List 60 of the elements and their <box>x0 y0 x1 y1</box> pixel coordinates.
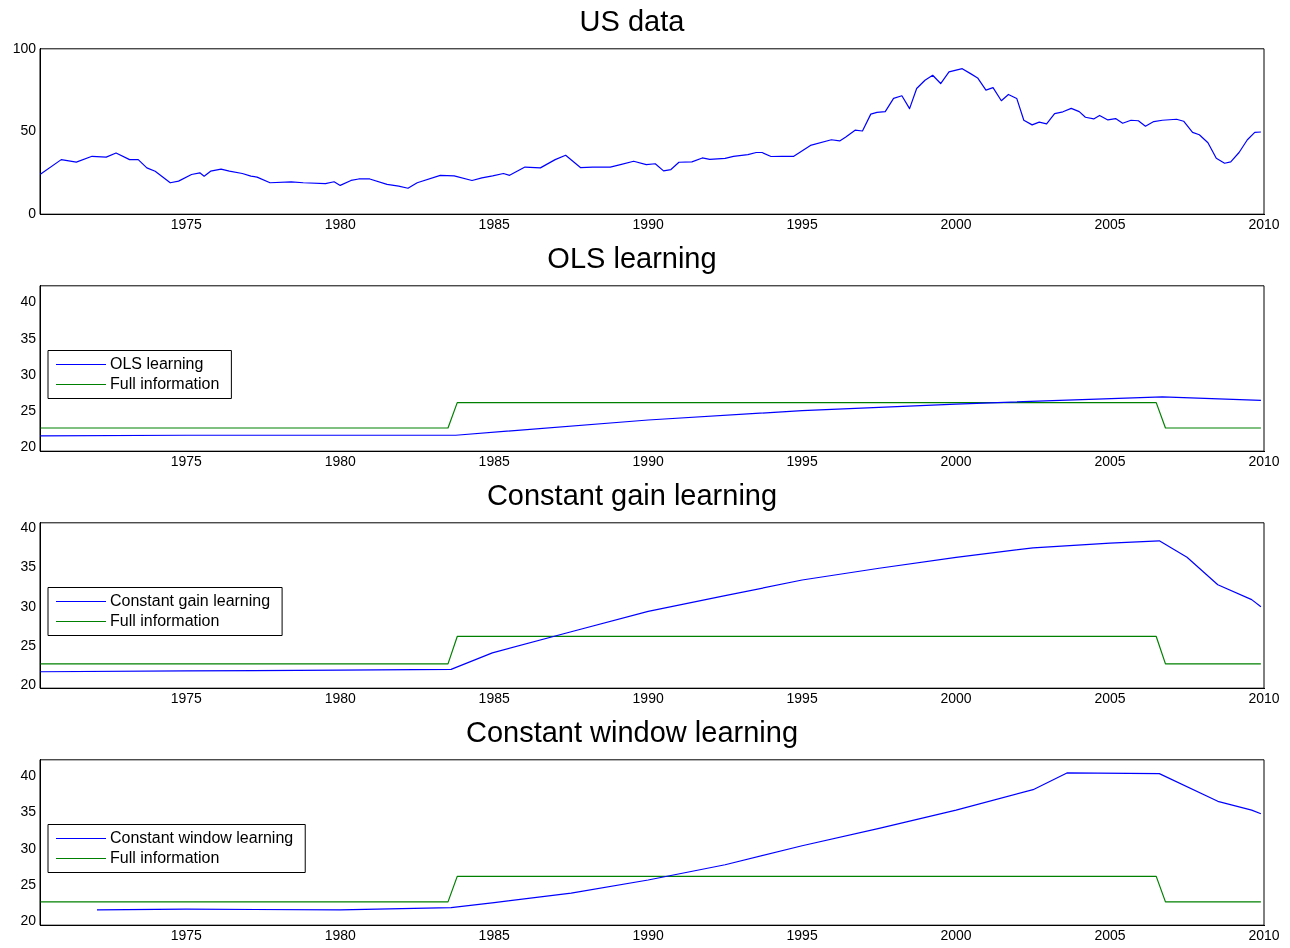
y-tick-label: 35 <box>20 558 37 575</box>
x-tick-label: 1995 <box>786 453 818 470</box>
y-tick-label: 0 <box>28 205 37 222</box>
x-tick-label: 1980 <box>324 453 357 470</box>
chart-title: Constant gain learning <box>486 479 778 512</box>
legend-label: Full information <box>110 374 220 392</box>
y-tick-label: 30 <box>20 839 37 856</box>
x-tick-label: 2005 <box>1094 927 1126 944</box>
x-tick-label: 2010 <box>1248 690 1280 707</box>
y-tick-label: 35 <box>20 329 37 346</box>
x-tick-label: 2000 <box>940 453 972 470</box>
y-tick-label: 50 <box>20 122 37 139</box>
x-tick-label: 2010 <box>1248 453 1280 470</box>
y-tick-label: 40 <box>20 293 37 310</box>
y-tick-label: 25 <box>20 402 37 419</box>
x-tick-label: 1985 <box>478 216 510 233</box>
y-tick-label: 30 <box>20 365 37 382</box>
x-tick-label: 1985 <box>478 690 510 707</box>
y-tick-label: 25 <box>20 875 37 892</box>
x-tick-label: 2000 <box>940 690 972 707</box>
x-tick-label: 1980 <box>324 690 357 707</box>
legend-label: Constant window learning <box>110 828 294 846</box>
y-tick-label: 20 <box>20 675 37 692</box>
y-tick-label: 35 <box>20 803 37 820</box>
chart-title: Constant window learning <box>465 716 799 749</box>
x-tick-label: 1990 <box>632 453 664 470</box>
x-tick-label: 2010 <box>1248 216 1280 233</box>
x-tick-label: 1975 <box>170 927 203 944</box>
y-tick-label: 100 <box>12 39 37 56</box>
y-tick-label: 25 <box>20 636 37 653</box>
x-tick-label: 1985 <box>478 453 510 470</box>
chart-title: US data <box>579 5 686 38</box>
x-tick-label: 2005 <box>1094 690 1126 707</box>
x-tick-label: 1990 <box>632 690 664 707</box>
legend-label: Full information <box>110 848 220 866</box>
y-tick-label: 40 <box>20 519 37 536</box>
y-tick-label: 40 <box>20 766 37 783</box>
x-tick-label: 1990 <box>632 216 664 233</box>
x-tick-label: 1995 <box>786 927 818 944</box>
x-tick-label: 2005 <box>1094 216 1126 233</box>
x-tick-label: 1995 <box>786 216 818 233</box>
y-tick-label: 30 <box>20 597 37 614</box>
x-tick-label: 1985 <box>478 927 510 944</box>
y-tick-label: 20 <box>20 438 37 455</box>
x-tick-label: 1975 <box>170 453 203 470</box>
y-tick-label: 20 <box>20 912 37 929</box>
x-tick-label: 2000 <box>940 216 972 233</box>
x-tick-label: 1995 <box>786 690 818 707</box>
legend-label: OLS learning <box>110 354 204 372</box>
x-tick-label: 1980 <box>324 927 357 944</box>
x-tick-label: 1975 <box>170 216 203 233</box>
x-tick-label: 1975 <box>170 690 203 707</box>
chart-title: OLS learning <box>547 242 717 275</box>
x-tick-label: 1980 <box>324 216 357 233</box>
x-tick-label: 1990 <box>632 927 664 944</box>
legend-label: Constant gain learning <box>110 591 271 609</box>
legend-label: Full information <box>110 611 220 629</box>
x-tick-label: 2005 <box>1094 453 1126 470</box>
x-tick-label: 2000 <box>940 927 972 944</box>
x-tick-label: 2010 <box>1248 927 1280 944</box>
